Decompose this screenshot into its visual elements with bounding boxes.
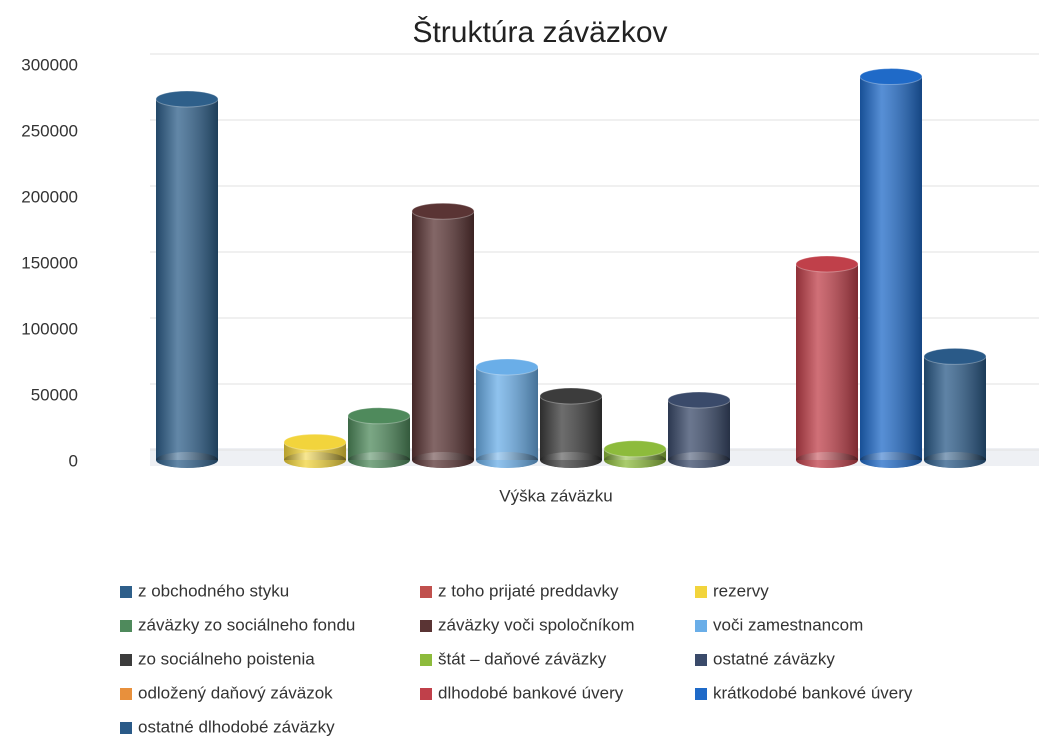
bar bbox=[667, 391, 731, 468]
legend-label: záväzky voči spoločníkom bbox=[438, 615, 635, 634]
y-tick-label: 50000 bbox=[31, 385, 78, 404]
chart-title: Štruktúra záväzkov bbox=[412, 15, 667, 49]
bar-top bbox=[155, 90, 219, 108]
bar-top bbox=[923, 347, 987, 365]
legend-label: voči zamestnancom bbox=[713, 615, 863, 634]
bar-top bbox=[475, 358, 539, 376]
bar-bottom-shade bbox=[156, 452, 218, 468]
legend-swatch bbox=[120, 620, 132, 632]
y-tick-label: 200000 bbox=[21, 187, 78, 206]
bar-bottom-shade bbox=[604, 452, 666, 468]
bar-bottom-shade bbox=[860, 452, 922, 468]
bar-bottom-shade bbox=[540, 452, 602, 468]
bar-bottom-shade bbox=[348, 452, 410, 468]
legend-swatch bbox=[120, 688, 132, 700]
bar-shade bbox=[412, 211, 474, 460]
legend-label: z obchodného styku bbox=[138, 581, 289, 600]
legend-label: záväzky zo sociálneho fondu bbox=[138, 615, 355, 634]
bar bbox=[603, 440, 667, 468]
bar-shade bbox=[860, 76, 922, 460]
bar bbox=[923, 347, 987, 468]
legend-label: zo sociálneho poistenia bbox=[138, 649, 315, 668]
y-tick-label: 150000 bbox=[21, 253, 78, 272]
bar bbox=[859, 68, 923, 468]
bar-shade bbox=[540, 396, 602, 460]
y-tick-label: 0 bbox=[69, 451, 78, 470]
bar-top bbox=[795, 255, 859, 273]
bar-top bbox=[411, 202, 475, 220]
legend-swatch bbox=[695, 620, 707, 632]
legend-swatch bbox=[420, 620, 432, 632]
legend-label: rezervy bbox=[713, 581, 769, 600]
bar-shade bbox=[924, 356, 986, 460]
bar-bottom-shade bbox=[796, 452, 858, 468]
legend-swatch bbox=[695, 586, 707, 598]
legend-swatch bbox=[420, 688, 432, 700]
legend-swatch bbox=[420, 654, 432, 666]
legend-label: štát – daňové záväzky bbox=[438, 649, 607, 668]
legend-swatch bbox=[120, 654, 132, 666]
legend-swatch bbox=[420, 586, 432, 598]
bar-top bbox=[283, 433, 347, 451]
legend-label: odložený daňový záväzok bbox=[138, 683, 333, 702]
bar bbox=[347, 407, 411, 468]
bar-shade bbox=[796, 264, 858, 460]
bar-bottom-shade bbox=[668, 452, 730, 468]
bar-top bbox=[603, 440, 667, 458]
bar bbox=[539, 387, 603, 468]
bar-top bbox=[539, 387, 603, 405]
bar-shade bbox=[156, 99, 218, 460]
legend-swatch bbox=[120, 586, 132, 598]
bar-bottom-shade bbox=[284, 452, 346, 468]
bar-top bbox=[859, 68, 923, 86]
legend-swatch bbox=[695, 688, 707, 700]
bar-shade bbox=[476, 366, 538, 460]
legend-swatch bbox=[120, 722, 132, 734]
bar bbox=[795, 255, 859, 468]
bar-bottom-shade bbox=[412, 452, 474, 468]
y-tick-label: 300000 bbox=[21, 55, 78, 74]
bar bbox=[411, 202, 475, 468]
legend-label: z toho prijaté preddavky bbox=[438, 581, 619, 600]
bar bbox=[283, 433, 347, 468]
legend-label: ostatné záväzky bbox=[713, 649, 835, 668]
bar-bottom-shade bbox=[476, 452, 538, 468]
bar bbox=[155, 90, 219, 468]
bar bbox=[475, 358, 539, 468]
legend-label: krátkodobé bankové úvery bbox=[713, 683, 913, 702]
y-tick-label: 250000 bbox=[21, 121, 78, 140]
bar-top bbox=[347, 407, 411, 425]
legend-label: ostatné dlhodobé záväzky bbox=[138, 717, 335, 736]
bar-shade bbox=[668, 399, 730, 460]
y-tick-label: 100000 bbox=[21, 319, 78, 338]
bar-bottom-shade bbox=[924, 452, 986, 468]
legend-label: dlhodobé bankové úvery bbox=[438, 683, 624, 702]
x-tick-label: Výška záväzku bbox=[499, 486, 612, 505]
legend-swatch bbox=[695, 654, 707, 666]
bar-top bbox=[667, 391, 731, 409]
